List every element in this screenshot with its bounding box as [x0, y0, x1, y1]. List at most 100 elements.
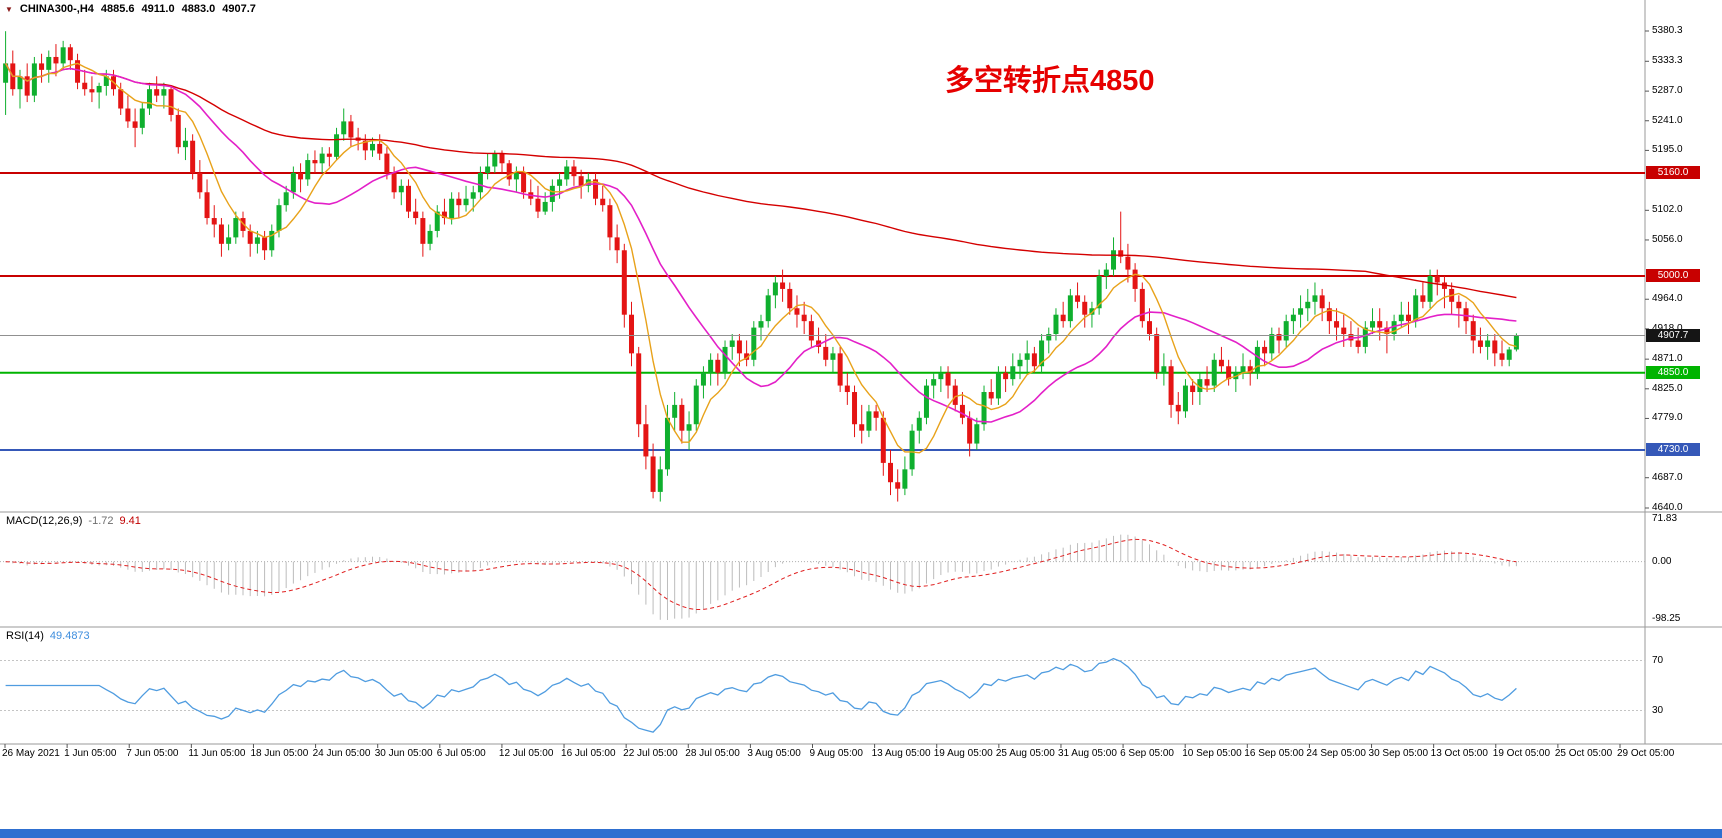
candle: [211, 218, 217, 225]
candle: [405, 185, 411, 212]
candle: [1146, 321, 1152, 335]
candle: [391, 172, 397, 193]
candle: [1319, 295, 1325, 309]
candle: [1218, 359, 1224, 367]
candle: [60, 47, 66, 64]
candle: [880, 417, 886, 463]
candle: [398, 185, 404, 193]
candle: [1377, 321, 1383, 328]
candle: [830, 353, 836, 360]
candle: [1118, 250, 1124, 257]
candle: [1226, 366, 1232, 380]
candle: [513, 172, 519, 180]
rsi-value: 49.4873: [49, 630, 90, 642]
candle: [31, 63, 37, 96]
candle: [1499, 353, 1505, 360]
candle: [1240, 366, 1246, 373]
candle: [772, 282, 778, 296]
candle: [326, 153, 332, 157]
candle: [744, 353, 750, 360]
candle: [161, 89, 167, 96]
candle: [1477, 340, 1483, 347]
candle: [1182, 385, 1188, 412]
symbol-info-bar: ▼ CHINA300-,H4 4885.6 4911.0 4883.0 4907…: [5, 3, 256, 15]
candle: [859, 424, 865, 431]
candle: [1470, 321, 1476, 341]
candle: [492, 153, 498, 167]
candle: [672, 404, 678, 418]
candle: [1276, 334, 1282, 341]
candle: [312, 160, 318, 164]
candle: [154, 89, 160, 96]
candle: [1362, 327, 1368, 347]
macd-main-value: -1.72: [88, 515, 114, 527]
candle: [866, 411, 872, 431]
candle: [413, 211, 419, 219]
candle: [931, 379, 937, 386]
candle: [751, 327, 757, 360]
candle: [118, 89, 124, 109]
candle: [1312, 295, 1318, 302]
candle: [1211, 359, 1217, 386]
candle: [636, 353, 642, 425]
candle: [650, 456, 656, 492]
candle: [542, 201, 548, 212]
candle: [1060, 314, 1066, 322]
annotation-text: 多空转折点4850: [945, 65, 1155, 97]
candle: [780, 282, 786, 289]
candle: [305, 160, 311, 180]
candle: [46, 56, 52, 70]
candle: [449, 198, 455, 219]
candle: [902, 469, 908, 489]
candle: [319, 153, 325, 164]
candle: [722, 346, 728, 373]
candle: [463, 198, 469, 206]
high-value: 4911.0: [141, 3, 175, 15]
candle: [823, 346, 829, 360]
candle: [1355, 340, 1361, 347]
candle: [132, 121, 138, 128]
candle: [1190, 385, 1196, 393]
candle: [621, 250, 627, 315]
candle: [298, 172, 304, 180]
candle: [1413, 295, 1419, 322]
candle: [1298, 308, 1304, 315]
candle: [1305, 301, 1311, 309]
background-window-edge[interactable]: [0, 829, 1722, 838]
candle: [1434, 276, 1440, 283]
candle: [17, 76, 23, 90]
candle: [1283, 321, 1289, 341]
candle: [146, 89, 152, 109]
candle: [341, 121, 347, 135]
candle: [629, 314, 635, 354]
candle: [1391, 321, 1397, 335]
candle: [1168, 366, 1174, 405]
candle: [923, 385, 929, 418]
candle: [967, 417, 973, 444]
candle: [1175, 404, 1181, 412]
candle: [1139, 288, 1145, 322]
candle: [39, 63, 45, 70]
candle: [254, 237, 260, 244]
candle: [664, 417, 670, 470]
candle: [1463, 308, 1469, 322]
candle: [1427, 276, 1433, 302]
candle: [103, 76, 109, 86]
candle: [384, 153, 390, 173]
candle: [1269, 334, 1275, 354]
candle: [1067, 295, 1073, 322]
candle: [1017, 359, 1023, 367]
candle: [600, 198, 606, 206]
candle: [3, 63, 9, 83]
candle: [593, 179, 599, 199]
candle: [1003, 372, 1009, 380]
candle: [1492, 340, 1498, 354]
candle: [679, 404, 685, 431]
candle: [1024, 353, 1030, 360]
candle: [427, 230, 433, 244]
candle: [175, 114, 181, 148]
candle: [981, 392, 987, 425]
candle: [1341, 327, 1347, 335]
